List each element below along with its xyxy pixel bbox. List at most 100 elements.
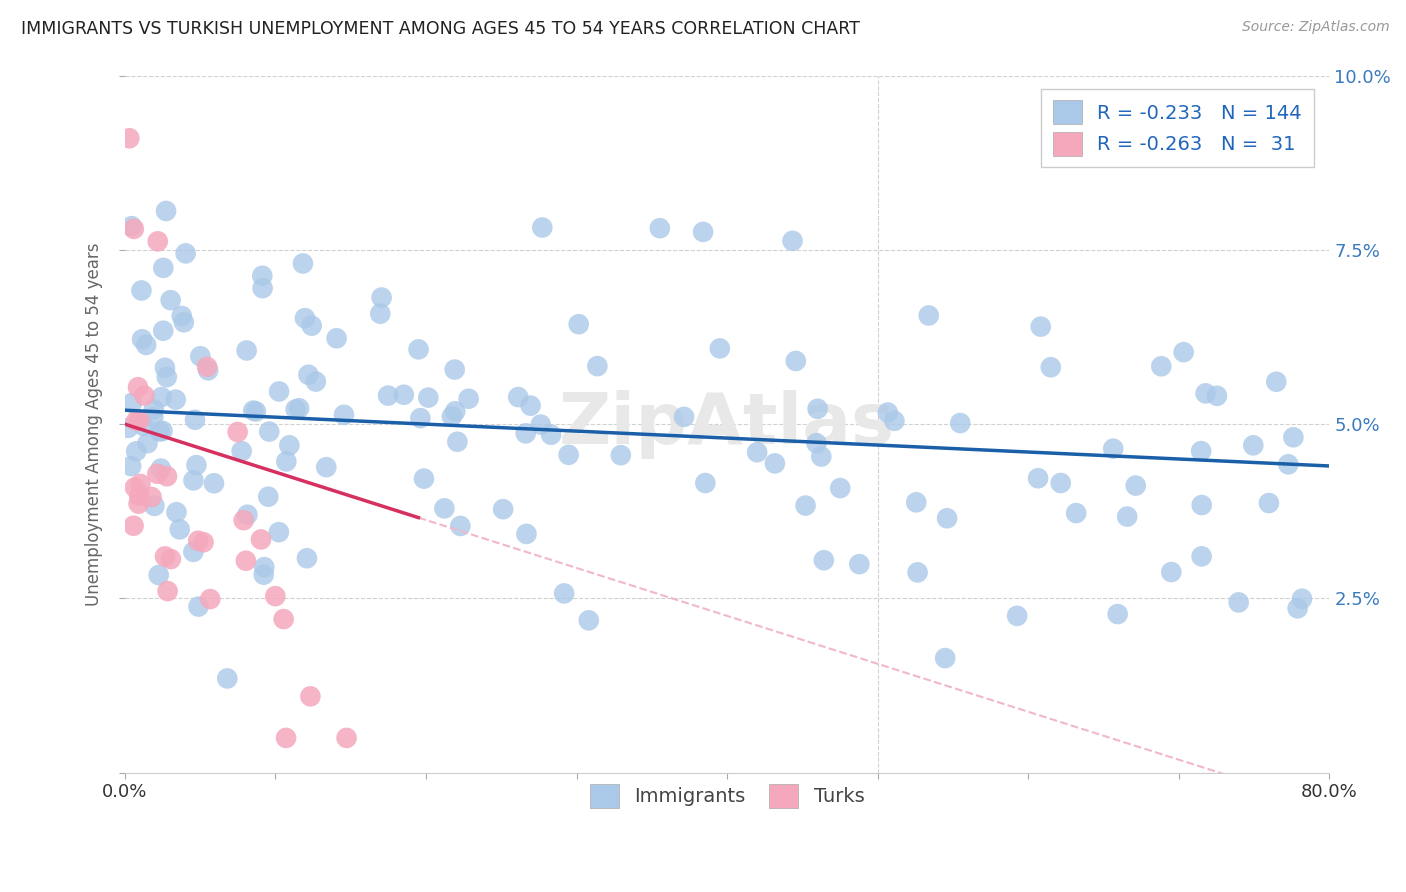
Point xyxy=(295,551,318,566)
Point xyxy=(1194,386,1216,401)
Point xyxy=(117,421,139,435)
Point xyxy=(202,476,225,491)
Point xyxy=(127,380,149,394)
Point xyxy=(1189,444,1212,458)
Point xyxy=(530,417,553,432)
Point xyxy=(515,527,537,541)
Point xyxy=(335,731,357,745)
Point xyxy=(557,448,579,462)
Point xyxy=(433,501,456,516)
Point xyxy=(253,567,276,582)
Point xyxy=(183,545,205,559)
Point xyxy=(165,505,187,519)
Point xyxy=(134,388,156,402)
Point xyxy=(253,560,276,574)
Point xyxy=(217,672,239,686)
Point xyxy=(169,522,191,536)
Point xyxy=(235,554,257,568)
Point xyxy=(184,413,207,427)
Point xyxy=(159,293,181,308)
Point xyxy=(1102,442,1125,456)
Point xyxy=(540,427,562,442)
Point xyxy=(155,203,177,218)
Point xyxy=(149,461,172,475)
Point xyxy=(129,477,152,491)
Point xyxy=(1286,601,1309,615)
Point xyxy=(578,613,600,627)
Point xyxy=(148,568,170,582)
Point xyxy=(125,444,148,458)
Point xyxy=(1005,608,1028,623)
Text: Source: ZipAtlas.com: Source: ZipAtlas.com xyxy=(1241,20,1389,34)
Point xyxy=(848,557,870,571)
Point xyxy=(301,318,323,333)
Point xyxy=(299,690,322,704)
Point xyxy=(936,511,959,525)
Point xyxy=(1265,375,1288,389)
Point xyxy=(1191,549,1213,564)
Point xyxy=(252,268,274,283)
Point xyxy=(413,472,436,486)
Point xyxy=(695,476,717,491)
Point xyxy=(143,499,166,513)
Point xyxy=(673,409,696,424)
Point xyxy=(146,235,169,249)
Point xyxy=(333,408,356,422)
Point xyxy=(409,411,432,425)
Point xyxy=(830,481,852,495)
Point xyxy=(810,450,832,464)
Point xyxy=(153,360,176,375)
Point xyxy=(1227,595,1250,609)
Point xyxy=(418,391,440,405)
Point xyxy=(692,225,714,239)
Point xyxy=(1291,591,1313,606)
Point xyxy=(226,425,249,439)
Point xyxy=(187,599,209,614)
Point xyxy=(1107,607,1129,621)
Point xyxy=(446,434,468,449)
Point xyxy=(443,362,465,376)
Point xyxy=(142,410,165,425)
Point xyxy=(449,519,471,533)
Point xyxy=(278,438,301,452)
Point xyxy=(142,402,165,417)
Point xyxy=(284,402,307,417)
Point xyxy=(128,497,150,511)
Point xyxy=(444,404,467,418)
Point xyxy=(1029,319,1052,334)
Point xyxy=(1026,471,1049,485)
Point xyxy=(515,426,537,441)
Point xyxy=(531,220,554,235)
Point xyxy=(174,246,197,260)
Point xyxy=(186,458,208,472)
Point xyxy=(806,436,828,450)
Point xyxy=(267,525,290,540)
Point xyxy=(934,651,956,665)
Point xyxy=(245,404,267,418)
Point xyxy=(907,566,929,580)
Point xyxy=(392,388,415,402)
Point xyxy=(492,502,515,516)
Point xyxy=(883,414,905,428)
Point xyxy=(377,389,399,403)
Point xyxy=(1064,506,1087,520)
Point xyxy=(1049,475,1071,490)
Point xyxy=(136,436,159,450)
Point xyxy=(288,401,311,416)
Point xyxy=(368,307,391,321)
Point xyxy=(156,469,179,483)
Point xyxy=(252,281,274,295)
Point xyxy=(152,324,174,338)
Point xyxy=(170,309,193,323)
Point xyxy=(149,425,172,439)
Point xyxy=(160,552,183,566)
Point xyxy=(508,390,530,404)
Point xyxy=(235,343,257,358)
Point xyxy=(785,354,807,368)
Point xyxy=(1282,430,1305,444)
Point xyxy=(610,448,633,462)
Point xyxy=(183,474,205,488)
Point xyxy=(876,406,898,420)
Point xyxy=(440,409,463,424)
Point xyxy=(1258,496,1281,510)
